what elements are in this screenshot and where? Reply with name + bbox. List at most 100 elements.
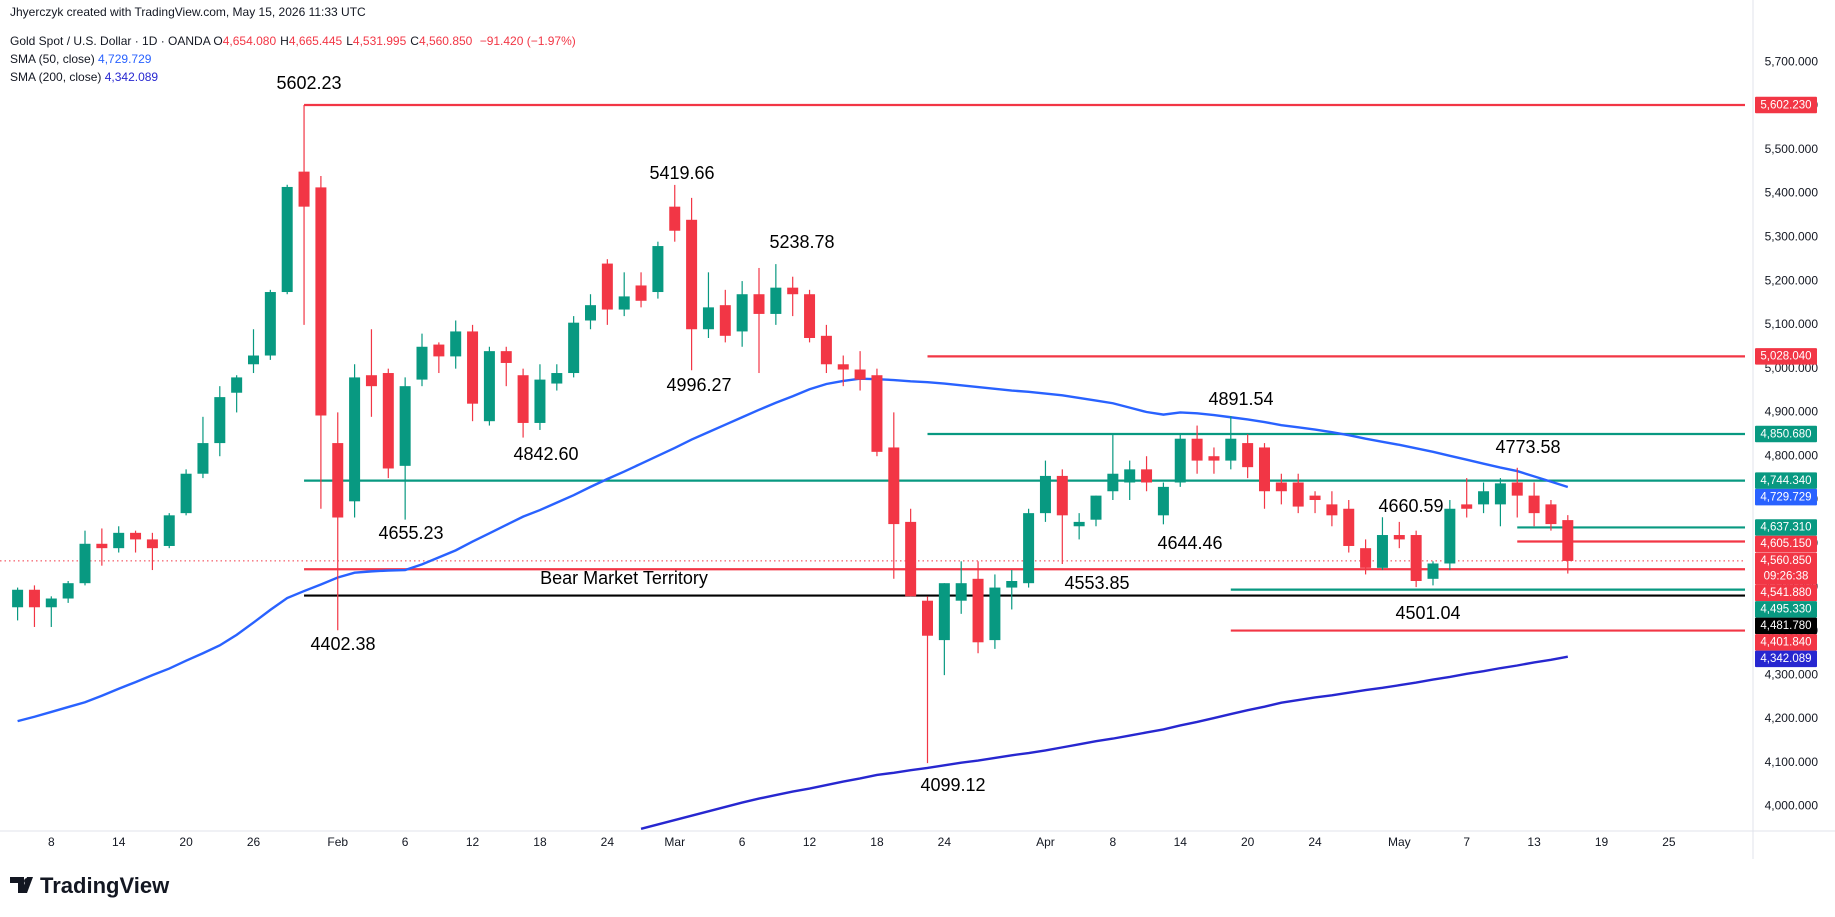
candle-body bbox=[1090, 495, 1102, 520]
y-tick-label: 4,800.000 bbox=[1765, 448, 1819, 462]
candle-body bbox=[433, 344, 445, 357]
candle-body bbox=[1039, 475, 1051, 514]
candle-body bbox=[652, 246, 664, 293]
candle-body bbox=[163, 515, 175, 546]
price-tag bbox=[1755, 552, 1817, 585]
annotation: 5419.66 bbox=[649, 163, 714, 183]
candle-body bbox=[298, 171, 310, 207]
candle-body bbox=[1478, 491, 1490, 505]
price-tag bbox=[1755, 519, 1817, 536]
candle-body bbox=[601, 263, 613, 310]
price-tag-label: 4,744.340 bbox=[1760, 475, 1811, 487]
candle-body bbox=[1360, 548, 1372, 568]
attribution: Jhyerczyk created with TradingView.com, … bbox=[10, 5, 366, 19]
candle-body bbox=[1376, 535, 1388, 568]
annotation: 4655.23 bbox=[378, 523, 443, 543]
candle-body bbox=[972, 578, 984, 643]
candle-body bbox=[315, 187, 327, 416]
candle-body bbox=[399, 386, 411, 466]
annotation: 5238.78 bbox=[769, 232, 834, 252]
price-tag bbox=[1755, 601, 1817, 618]
candle-body bbox=[938, 583, 950, 641]
candle-body bbox=[1410, 535, 1422, 581]
x-tick-label: 8 bbox=[1110, 835, 1117, 849]
price-tag-label: 4,729.729 bbox=[1760, 491, 1811, 503]
annotation: 4660.59 bbox=[1378, 496, 1443, 516]
price-tag bbox=[1755, 472, 1817, 489]
price-tag bbox=[1755, 584, 1817, 602]
ohlc-key: C bbox=[410, 34, 419, 48]
annotation: 4996.27 bbox=[666, 375, 731, 395]
price-tag-label: 4,637.310 bbox=[1760, 522, 1811, 534]
candle-body bbox=[1107, 473, 1119, 492]
sma-line bbox=[17, 377, 1569, 723]
price-tag bbox=[1755, 96, 1817, 114]
candle-body bbox=[1292, 482, 1304, 507]
candle-body bbox=[62, 583, 74, 599]
y-tick-label: 5,500.000 bbox=[1765, 142, 1819, 156]
candle-body bbox=[214, 397, 226, 444]
candle-body bbox=[1157, 486, 1169, 516]
price-tag-label: 4,605.150 bbox=[1760, 538, 1811, 550]
candle-body bbox=[1225, 438, 1237, 461]
candle-body bbox=[568, 322, 580, 374]
candle-body bbox=[1073, 521, 1085, 527]
candle-body bbox=[1208, 456, 1220, 461]
candle-body bbox=[787, 287, 799, 295]
price-tag-label: 4,481.780 bbox=[1760, 620, 1811, 632]
y-tick-label: 5,700.000 bbox=[1765, 54, 1819, 68]
change: −91.420 (−1.97%) bbox=[479, 34, 576, 48]
x-tick-label: Apr bbox=[1036, 835, 1055, 849]
logo-text: TradingView bbox=[40, 873, 170, 898]
x-tick-label: 13 bbox=[1527, 835, 1541, 849]
candle-body bbox=[1528, 495, 1540, 514]
x-tick-label: 6 bbox=[402, 835, 409, 849]
candle-body bbox=[197, 443, 209, 474]
candle-body bbox=[1124, 469, 1136, 483]
candle-body bbox=[332, 443, 344, 518]
annotation: 4842.60 bbox=[513, 444, 578, 464]
candle-body bbox=[837, 364, 849, 370]
candle-body bbox=[905, 521, 917, 597]
y-tick-label: 4,100.000 bbox=[1765, 755, 1819, 769]
ohlc-key: O bbox=[213, 34, 223, 48]
annotation: 4402.38 bbox=[310, 634, 375, 654]
x-tick-label: 12 bbox=[466, 835, 480, 849]
y-tick-label: 4,200.000 bbox=[1765, 711, 1819, 725]
candle-body bbox=[1309, 495, 1321, 501]
price-tag-label: 4,850.680 bbox=[1760, 428, 1811, 440]
price-tag-label: 4,342.089 bbox=[1760, 653, 1811, 665]
symbol: Gold Spot / U.S. Dollar · 1D · OANDA bbox=[10, 34, 211, 48]
y-tick-label: 5,200.000 bbox=[1765, 273, 1819, 287]
y-tick-label: 5,300.000 bbox=[1765, 229, 1819, 243]
price-tag bbox=[1755, 634, 1817, 651]
x-tick-label: May bbox=[1388, 835, 1411, 849]
annotation: Bear Market Territory bbox=[540, 568, 708, 588]
candle-body bbox=[146, 539, 158, 549]
candle-body bbox=[888, 447, 900, 525]
x-tick-label: 20 bbox=[1241, 835, 1255, 849]
price-tag bbox=[1755, 650, 1817, 668]
ohlc-value: 4,654.080 bbox=[222, 34, 277, 48]
x-tick-label: Mar bbox=[664, 835, 685, 849]
candle-body bbox=[1427, 563, 1439, 579]
x-tick-label: 8 bbox=[48, 835, 55, 849]
symbol-legend: Gold Spot / U.S. Dollar · 1D · OANDA O4,… bbox=[10, 34, 576, 48]
candle-body bbox=[450, 331, 462, 357]
candle-body bbox=[45, 598, 57, 608]
candle-body bbox=[1393, 535, 1405, 540]
y-tick-label: 5,400.000 bbox=[1765, 186, 1819, 200]
logo: TradingView bbox=[10, 873, 170, 898]
sma-value: 4,729.729 bbox=[98, 52, 152, 66]
price-tag-label: 4,541.880 bbox=[1760, 587, 1811, 599]
y-tick-label: 5,100.000 bbox=[1765, 317, 1819, 331]
candle-body bbox=[1174, 438, 1186, 483]
sma-name: SMA (200, close) bbox=[10, 70, 102, 84]
candle-body bbox=[955, 583, 967, 601]
price-tag bbox=[1755, 348, 1817, 365]
price-tag-label: 4,401.840 bbox=[1760, 637, 1811, 649]
candle-body bbox=[871, 375, 883, 452]
x-tick-label: 14 bbox=[1174, 835, 1188, 849]
price-tag bbox=[1755, 535, 1817, 553]
